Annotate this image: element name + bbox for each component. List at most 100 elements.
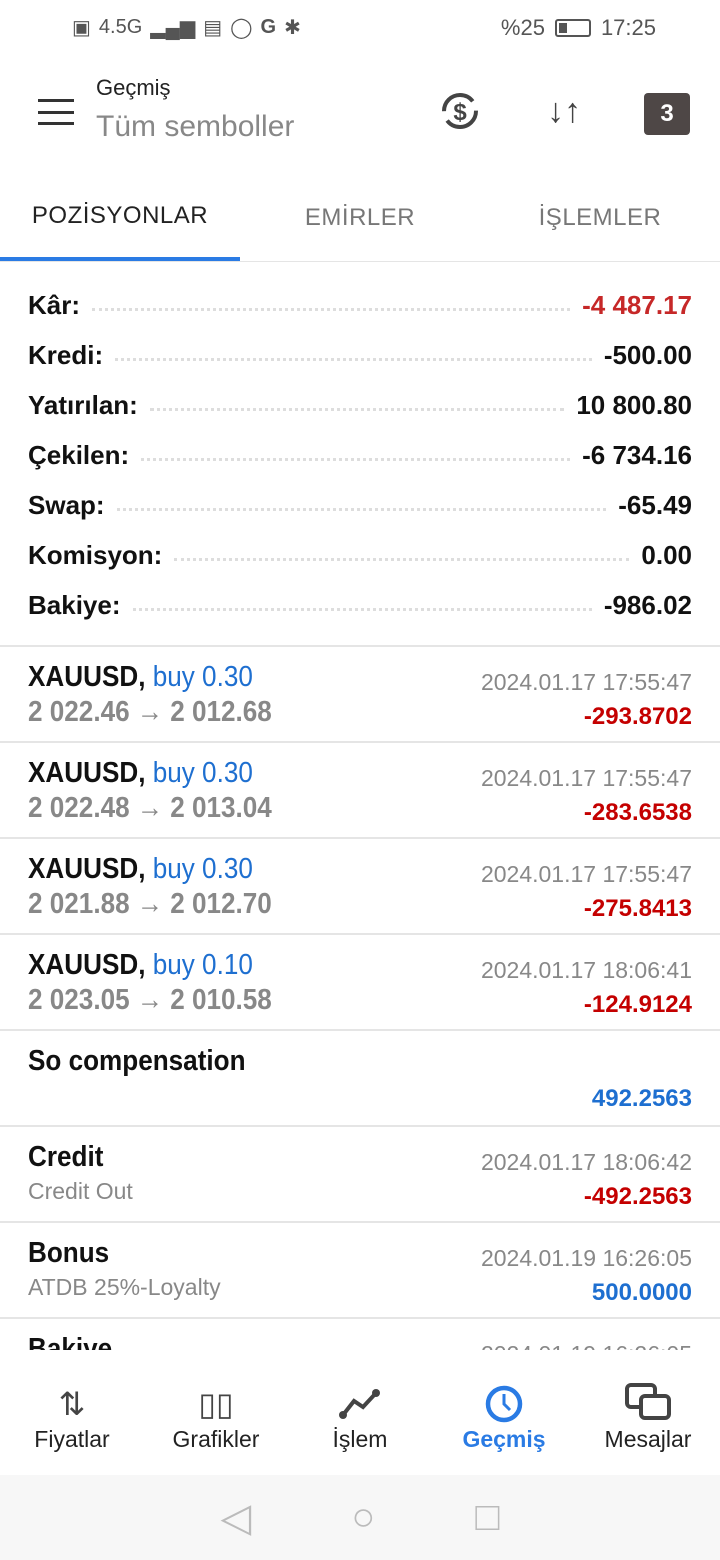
time: 2024.01.17 17:55:47 bbox=[480, 765, 692, 791]
time: 2024.01.17 18:06:42 bbox=[480, 1149, 692, 1175]
symbol: XAUUSD, bbox=[28, 949, 146, 981]
symbol: XAUUSD, bbox=[28, 661, 146, 693]
label: Swap: bbox=[28, 489, 105, 520]
time: 2024.01.17 17:55:47 bbox=[480, 669, 692, 695]
amount: -492.2563 bbox=[583, 1183, 692, 1210]
battery-percent: %25 bbox=[500, 14, 545, 40]
side: buy 0.10 bbox=[152, 949, 253, 981]
deal-row[interactable]: XAUUSD, buy 0.30 2 022.48 → 2 013.04 202… bbox=[0, 743, 720, 839]
tab-bar: POZİSYONLAR EMİRLER İŞLEMLER bbox=[0, 175, 720, 262]
symbol: XAUUSD, bbox=[28, 757, 146, 789]
summary-swap: Swap: -65.49 bbox=[28, 480, 692, 530]
label: Grafikler bbox=[172, 1426, 260, 1452]
google-icon: G bbox=[260, 16, 277, 38]
symbol: XAUUSD, bbox=[28, 853, 146, 885]
back-icon[interactable]: ◁ bbox=[220, 1495, 252, 1540]
time: 2024.01.17 18:06:41 bbox=[480, 957, 692, 983]
value: 0.00 bbox=[641, 539, 692, 570]
deal-row[interactable]: XAUUSD, buy 0.10 2 023.05 → 2 010.58 202… bbox=[0, 935, 720, 1031]
deal-row[interactable]: XAUUSD, buy 0.30 2 021.88 → 2 012.70 202… bbox=[0, 839, 720, 935]
tab-orders[interactable]: EMİRLER bbox=[304, 204, 416, 231]
summary-credit: Kredi: -500.00 bbox=[28, 330, 692, 380]
side: buy 0.30 bbox=[152, 661, 253, 693]
deal-list: XAUUSD, buy 0.30 2 022.46 → 2 012.68 202… bbox=[0, 647, 720, 1415]
system-nav: ◁ ○ □ bbox=[0, 1475, 720, 1560]
title: Bonus bbox=[28, 1237, 110, 1269]
signal-bars-icon: ▂▄▆ bbox=[150, 17, 196, 39]
sort-icon[interactable]: ↓↑ bbox=[547, 91, 581, 130]
amount: 500.0000 bbox=[591, 1279, 692, 1306]
label: Geçmiş bbox=[462, 1426, 546, 1452]
time: 2024.01.17 17:55:47 bbox=[480, 861, 692, 887]
recents-icon[interactable]: □ bbox=[475, 1495, 500, 1539]
history-icon bbox=[483, 1382, 525, 1426]
value: -986.02 bbox=[603, 589, 692, 620]
time: 2024.01.19 16:26:05 bbox=[480, 1245, 692, 1271]
value: 10 800.80 bbox=[576, 389, 692, 420]
operation-row[interactable]: Bonus ATDB 25%-Loyalty 2024.01.19 16:26:… bbox=[0, 1223, 720, 1319]
tab-positions[interactable]: POZİSYONLAR bbox=[0, 175, 240, 261]
settings-icon: ✱ bbox=[284, 17, 301, 39]
value: -500.00 bbox=[603, 339, 692, 370]
nav-charts[interactable]: ▯▯ Grafikler bbox=[144, 1350, 288, 1475]
side: buy 0.30 bbox=[152, 853, 253, 885]
profit: -124.9124 bbox=[583, 991, 692, 1018]
symbol-filter[interactable]: Tüm semboller bbox=[96, 110, 295, 143]
nav-trade[interactable]: İşlem bbox=[288, 1350, 432, 1475]
bottom-nav: ⇅ Fiyatlar ▯▯ Grafikler İşlem Geçmiş Mesaj… bbox=[0, 1350, 720, 1475]
hd-icon: ▣ bbox=[72, 17, 91, 39]
signal-icon: 4.5G bbox=[98, 16, 143, 38]
label: Kâr: bbox=[28, 289, 81, 320]
operation-row[interactable]: So compensation 492.2563 bbox=[0, 1031, 720, 1127]
chat-icon bbox=[624, 1382, 672, 1426]
label: Kredi: bbox=[28, 339, 104, 370]
status-bar: ▣ 4.5G ▂▄▆ ▤ ◯ G ✱ %25 17:25 bbox=[0, 0, 720, 55]
svg-text:$: $ bbox=[453, 99, 467, 126]
label: Mesajlar bbox=[604, 1426, 692, 1452]
nav-quotes[interactable]: ⇅ Fiyatlar bbox=[0, 1350, 144, 1475]
prices: 2 021.88 → 2 012.70 bbox=[28, 888, 272, 920]
amount: 492.2563 bbox=[591, 1085, 692, 1112]
header-subtitle: Geçmiş bbox=[96, 75, 171, 100]
calendar-icon[interactable]: 3 bbox=[644, 93, 690, 135]
value: -6 734.16 bbox=[582, 439, 692, 470]
prices: 2 022.48 → 2 013.04 bbox=[28, 792, 272, 824]
comment: Credit Out bbox=[28, 1178, 133, 1204]
profit: -275.8413 bbox=[583, 895, 692, 922]
title: So compensation bbox=[28, 1045, 246, 1077]
label: Fiyatlar bbox=[34, 1426, 110, 1452]
currency-exchange-icon[interactable]: $ bbox=[436, 87, 484, 135]
summary-balance: Bakiye: -986.02 bbox=[28, 580, 692, 630]
side: buy 0.30 bbox=[152, 757, 253, 789]
label: İşlem bbox=[332, 1426, 388, 1452]
nav-history[interactable]: Geçmiş bbox=[432, 1350, 576, 1475]
prices: 2 023.05 → 2 010.58 bbox=[28, 984, 272, 1016]
whatsapp-icon: ◯ bbox=[230, 17, 253, 39]
value: -65.49 bbox=[618, 489, 692, 520]
arrows-updown-icon: ⇅ bbox=[58, 1386, 86, 1422]
deal-row[interactable]: XAUUSD, buy 0.30 2 022.46 → 2 012.68 202… bbox=[0, 647, 720, 743]
operation-row[interactable]: Credit Credit Out 2024.01.17 18:06:42 -4… bbox=[0, 1127, 720, 1223]
tab-deals[interactable]: İŞLEMLER bbox=[538, 204, 662, 231]
summary: Kâr: -4 487.17 Kredi: -500.00 Yatırılan: 10… bbox=[0, 262, 720, 647]
summary-deposit: Yatırılan: 10 800.80 bbox=[28, 380, 692, 430]
label: Komisyon: bbox=[28, 539, 163, 570]
menu-icon[interactable] bbox=[38, 99, 74, 125]
nav-messages[interactable]: Mesajlar bbox=[576, 1350, 720, 1475]
prices: 2 022.46 → 2 012.68 bbox=[28, 696, 272, 728]
summary-withdrawal: Çekilen: -6 734.16 bbox=[28, 430, 692, 480]
value: -4 487.17 bbox=[582, 289, 692, 320]
comment: ATDB 25%-Loyalty bbox=[28, 1274, 221, 1300]
summary-commission: Komisyon: 0.00 bbox=[28, 530, 692, 580]
home-icon[interactable]: ○ bbox=[351, 1495, 376, 1539]
news-icon: ▤ bbox=[203, 17, 223, 39]
candles-icon: ▯▯ bbox=[198, 1386, 234, 1422]
app-header: Geçmiş Tüm semboller $ ↓↑ 3 bbox=[0, 55, 720, 175]
calendar-day: 3 bbox=[660, 100, 674, 127]
label: Yatırılan: bbox=[28, 389, 138, 420]
trend-icon bbox=[338, 1382, 382, 1426]
profit: -293.8702 bbox=[583, 703, 692, 730]
label: Çekilen: bbox=[28, 439, 130, 470]
title: Credit bbox=[28, 1141, 104, 1173]
profit: -283.6538 bbox=[583, 799, 692, 826]
